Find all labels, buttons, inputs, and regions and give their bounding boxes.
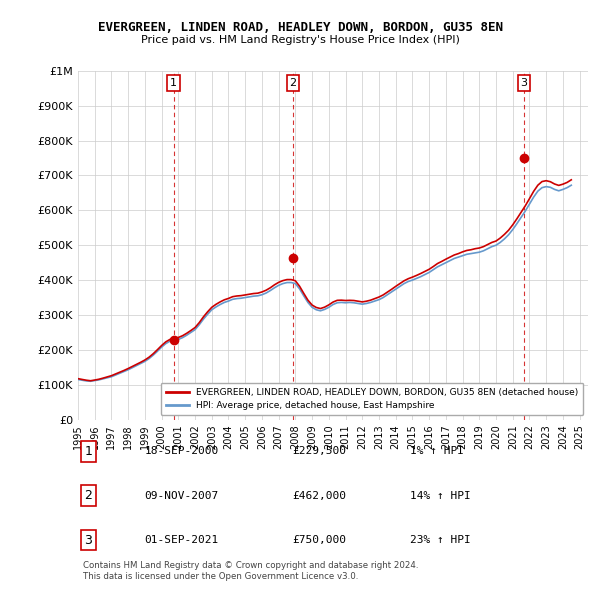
Text: 1: 1	[170, 78, 177, 88]
Text: 1% ↑ HPI: 1% ↑ HPI	[409, 447, 464, 456]
Text: Price paid vs. HM Land Registry's House Price Index (HPI): Price paid vs. HM Land Registry's House …	[140, 35, 460, 45]
Text: 18-SEP-2000: 18-SEP-2000	[145, 447, 218, 456]
Text: 01-SEP-2021: 01-SEP-2021	[145, 535, 218, 545]
Legend: EVERGREEN, LINDEN ROAD, HEADLEY DOWN, BORDON, GU35 8EN (detached house), HPI: Av: EVERGREEN, LINDEN ROAD, HEADLEY DOWN, BO…	[161, 383, 583, 415]
Text: £750,000: £750,000	[292, 535, 346, 545]
Text: £229,500: £229,500	[292, 447, 346, 456]
Text: Contains HM Land Registry data © Crown copyright and database right 2024.: Contains HM Land Registry data © Crown c…	[83, 561, 419, 570]
Text: £462,000: £462,000	[292, 491, 346, 501]
Text: 14% ↑ HPI: 14% ↑ HPI	[409, 491, 470, 501]
Text: 2: 2	[289, 78, 296, 88]
Text: 3: 3	[84, 533, 92, 547]
Text: 1: 1	[84, 445, 92, 458]
Text: This data is licensed under the Open Government Licence v3.0.: This data is licensed under the Open Gov…	[83, 572, 358, 581]
Text: EVERGREEN, LINDEN ROAD, HEADLEY DOWN, BORDON, GU35 8EN: EVERGREEN, LINDEN ROAD, HEADLEY DOWN, BO…	[97, 21, 503, 34]
Text: 3: 3	[520, 78, 527, 88]
Text: 09-NOV-2007: 09-NOV-2007	[145, 491, 218, 501]
Text: 23% ↑ HPI: 23% ↑ HPI	[409, 535, 470, 545]
Text: 2: 2	[84, 489, 92, 502]
